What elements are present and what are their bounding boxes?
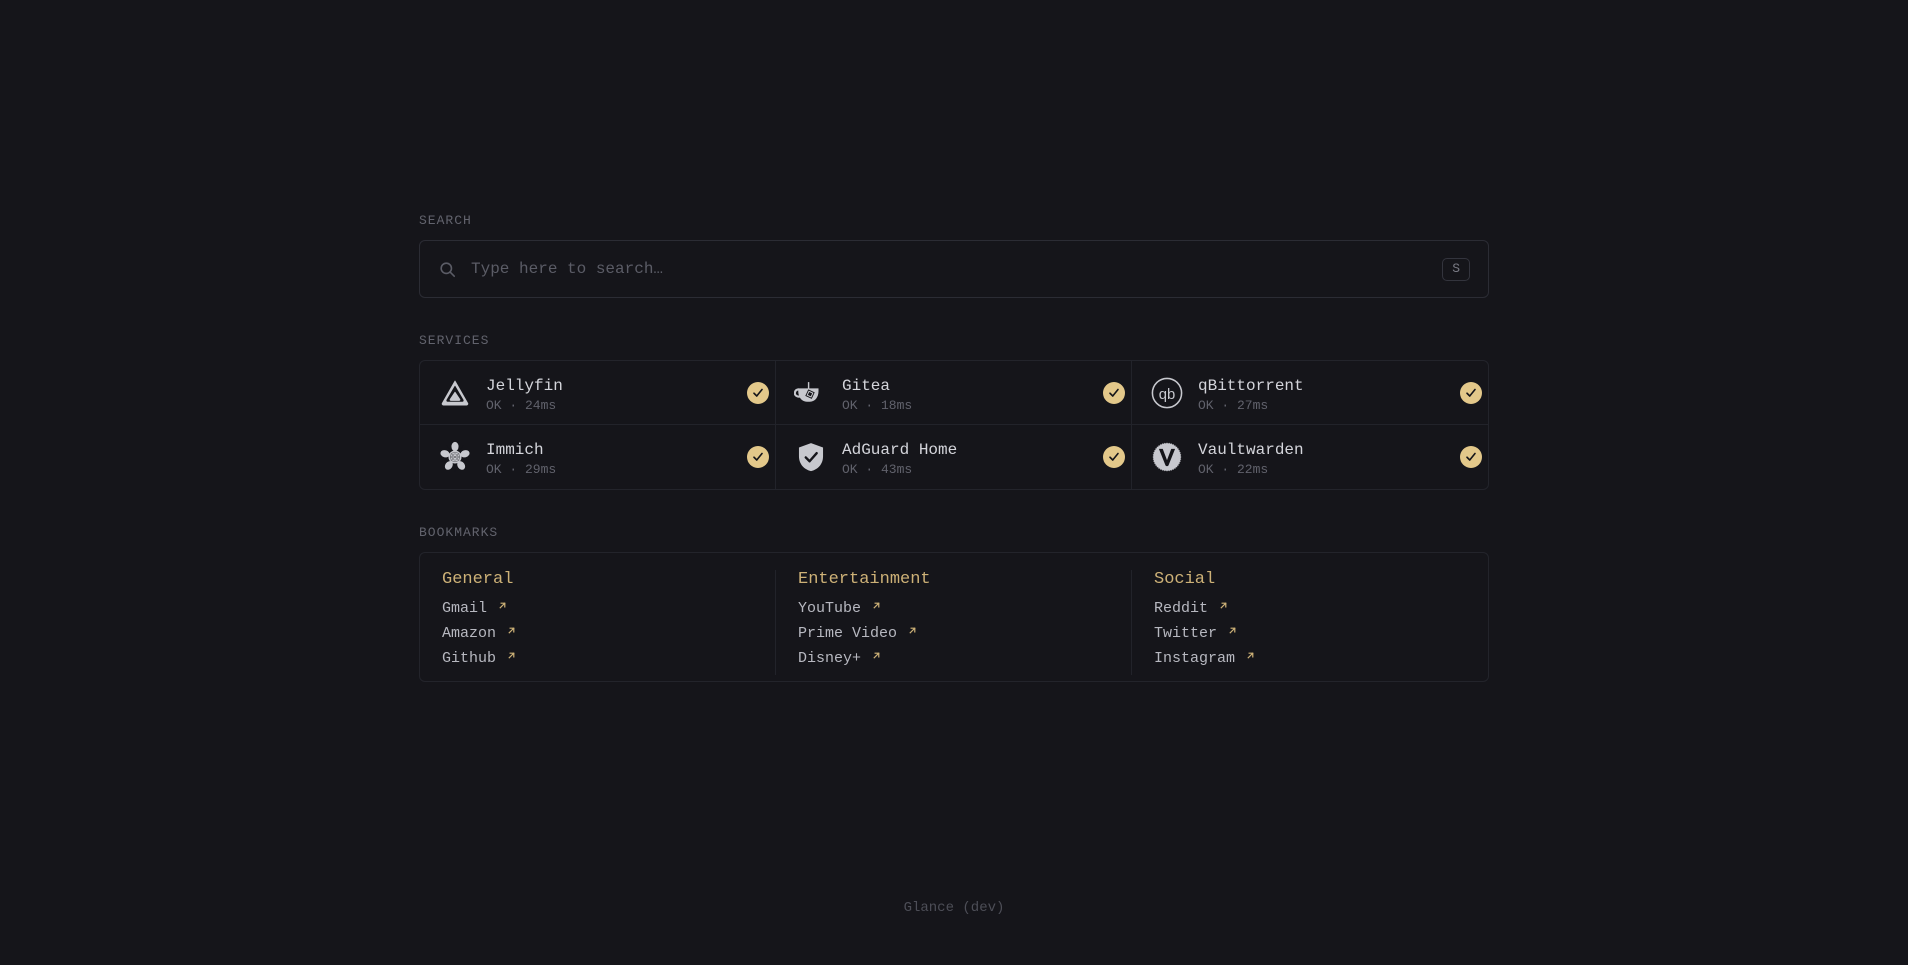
svg-text:qb: qb [1159, 387, 1176, 403]
